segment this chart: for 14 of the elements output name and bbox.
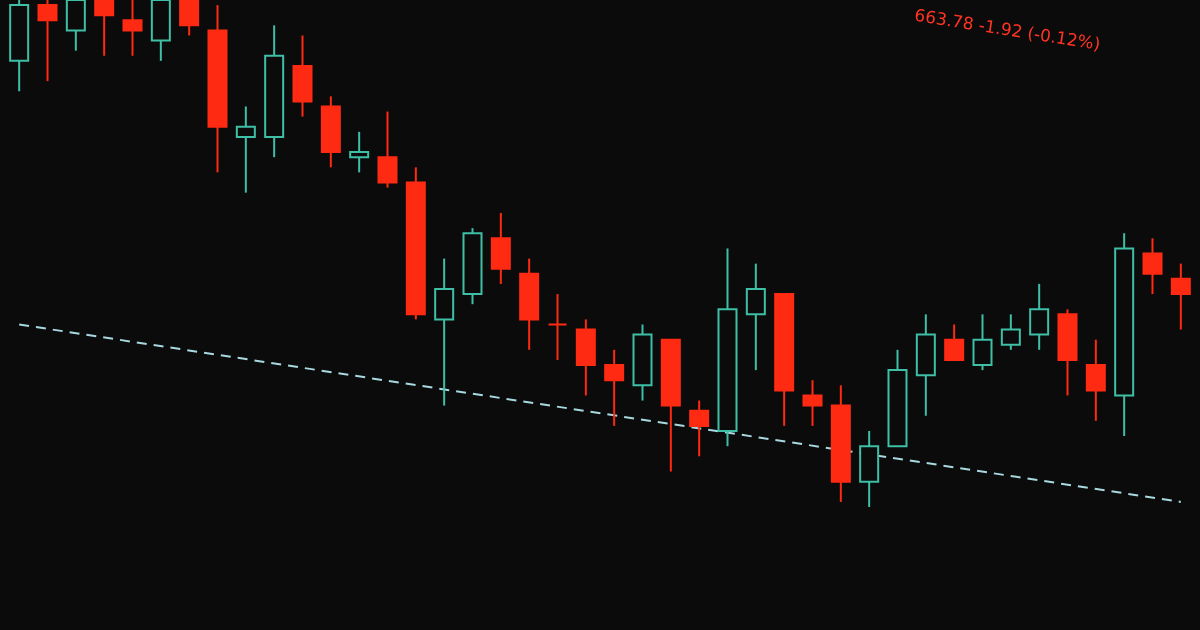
candlestick	[689, 399, 710, 458]
candlestick	[122, 0, 143, 57]
candlestick	[235, 105, 256, 194]
candlestick	[802, 379, 823, 427]
candlestick	[1142, 237, 1163, 296]
candlestick	[1170, 262, 1191, 331]
candlestick	[1000, 313, 1021, 351]
candlestick	[944, 323, 965, 361]
candlestick	[604, 348, 625, 427]
annotation: 663.78 -1.92 (-0.12%)	[913, 4, 1102, 54]
candlestick	[94, 0, 115, 57]
candlestick	[37, 0, 58, 83]
candlestick	[547, 293, 568, 361]
candlestick	[349, 130, 370, 174]
